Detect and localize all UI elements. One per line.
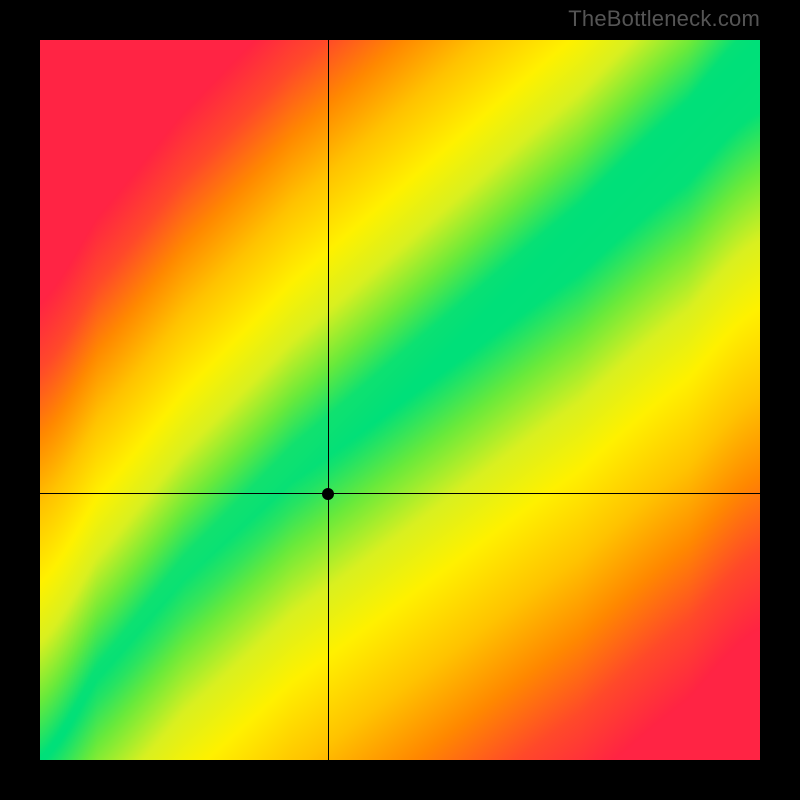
crosshair-horizontal (40, 493, 760, 494)
watermark-text: TheBottleneck.com (568, 6, 760, 32)
heatmap-canvas (40, 40, 760, 760)
crosshair-marker (322, 488, 334, 500)
crosshair-vertical (328, 40, 329, 760)
heatmap-plot-area (40, 40, 760, 760)
figure-root: TheBottleneck.com (0, 0, 800, 800)
